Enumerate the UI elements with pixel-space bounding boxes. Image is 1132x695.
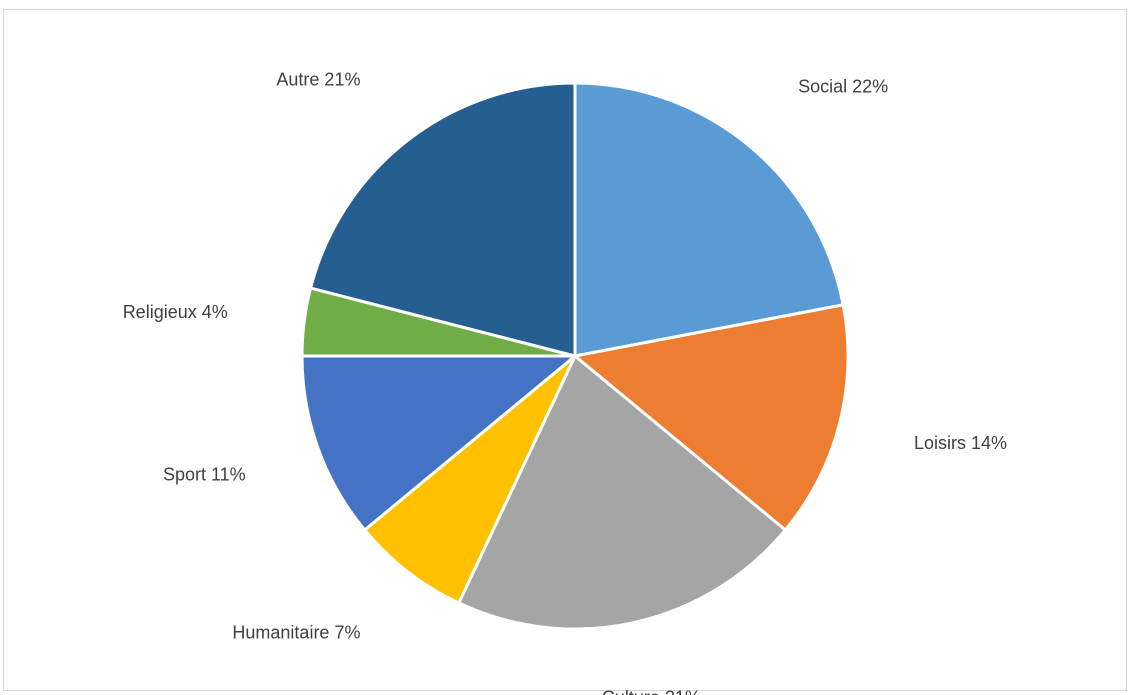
slice-label-social: Social 22%	[798, 76, 888, 96]
slice-label-culture: Culture 21%	[602, 688, 701, 695]
pie-slice-autre	[309, 81, 577, 358]
slice-label-humanitaire: Humanitaire 7%	[232, 623, 360, 643]
slice-label-loisirs: Loisirs 14%	[914, 433, 1007, 453]
slice-label-sport: Sport 11%	[163, 465, 246, 485]
pie-slice-social	[573, 81, 845, 358]
pie-slice-sport	[300, 354, 577, 532]
pie-slice-humanitaire	[363, 354, 577, 605]
pie-slice-culture	[457, 354, 787, 631]
slice-label-religieux: Religieux 4%	[123, 302, 228, 322]
pie-slice-loisirs	[573, 303, 850, 532]
slice-label-autre: Autre 21%	[276, 69, 360, 89]
